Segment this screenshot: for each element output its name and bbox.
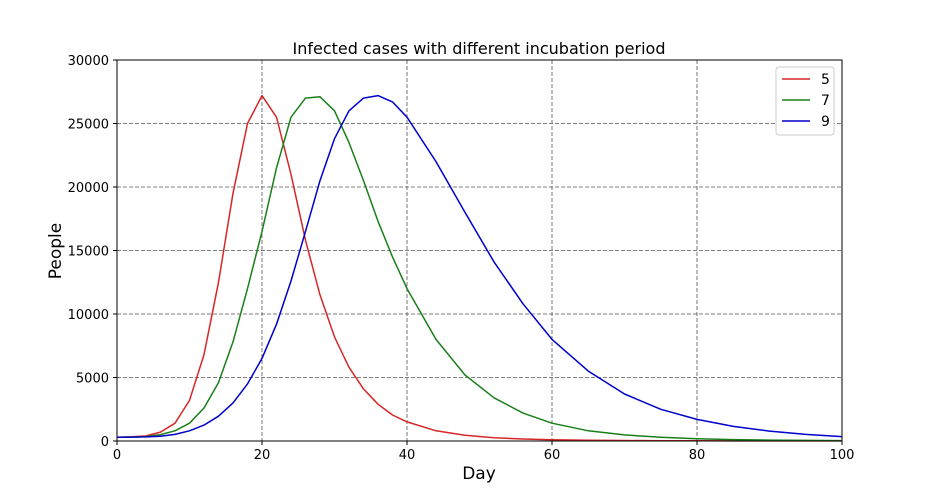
y-tick-label: 15000 (68, 245, 109, 260)
series-line-7 (116, 96, 843, 442)
legend-box (775, 66, 835, 136)
legend: 5 7 9 (775, 66, 835, 136)
x-tick-label: 40 (399, 448, 416, 463)
y-tick-label: 10000 (68, 308, 109, 323)
x-axis-title: Day (462, 464, 496, 484)
legend-label-9: 9 (821, 114, 830, 130)
x-tick-label: 80 (689, 448, 706, 463)
y-tick-label: 5000 (76, 372, 109, 387)
series-line-9 (116, 94, 843, 438)
y-axis: 0 5000 10000 15000 20000 25000 30000 (68, 54, 117, 450)
legend-label-5: 5 (821, 72, 830, 88)
x-tick-label: 100 (830, 448, 855, 463)
x-tick-label: 20 (254, 448, 271, 463)
x-axis: 0 20 40 60 80 100 (113, 441, 855, 463)
y-tick-label: 25000 (68, 118, 109, 133)
y-tick-label: 30000 (68, 54, 109, 69)
y-tick-label: 0 (101, 435, 109, 450)
legend-label-7: 7 (821, 93, 830, 109)
chart-title: Infected cases with different incubation… (293, 39, 666, 58)
x-tick-label: 0 (113, 448, 121, 463)
y-axis-title: People (46, 223, 66, 279)
x-tick-label: 60 (544, 448, 561, 463)
y-tick-label: 20000 (68, 181, 109, 196)
grid-lines (117, 60, 842, 441)
